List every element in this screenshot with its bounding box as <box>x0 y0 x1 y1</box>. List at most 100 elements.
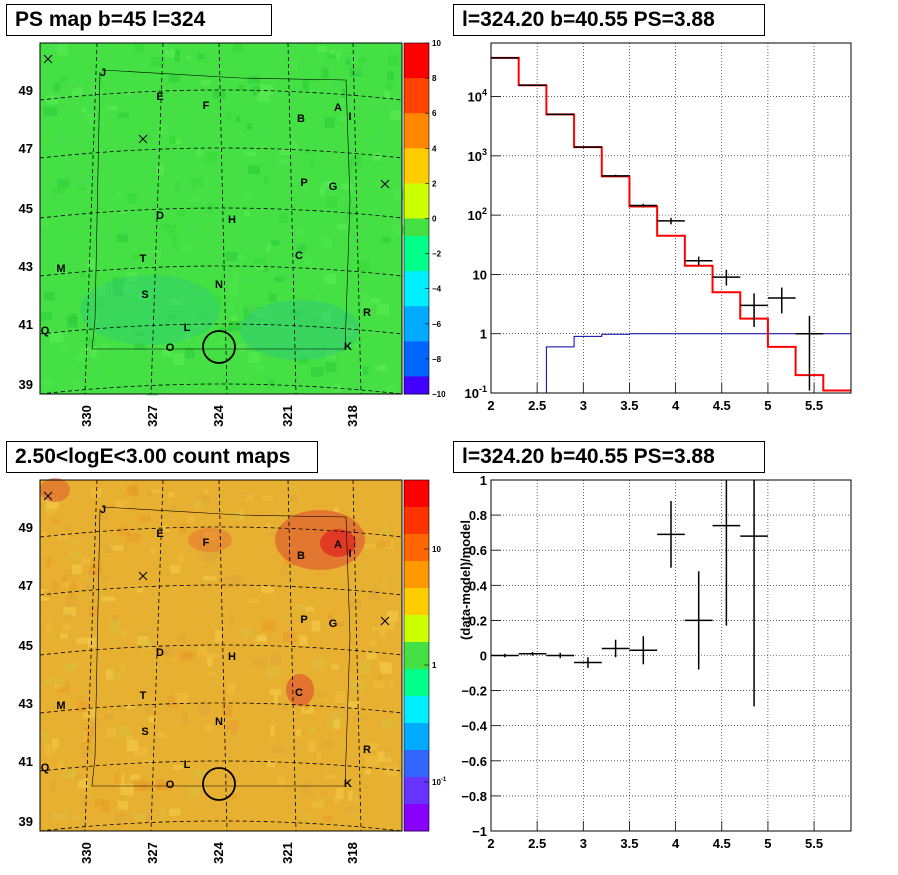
map-texture-cell <box>109 619 120 630</box>
source-label-C: C <box>295 250 303 262</box>
map-texture-cell <box>82 727 94 737</box>
map-texture-cell <box>125 704 135 709</box>
map-texture-cell <box>381 236 391 243</box>
map-texture-cell <box>91 345 97 358</box>
map-texture-cell <box>291 60 298 71</box>
map-texture-cell <box>382 525 390 538</box>
map-texture-cell <box>365 756 379 767</box>
map-texture-cell <box>123 226 135 238</box>
ps-colorbar-tick-label: 6 <box>432 109 437 118</box>
target-circle-marker <box>202 767 236 801</box>
lon-tick-label: 324 <box>211 841 226 863</box>
map-texture-cell <box>149 548 156 554</box>
map-texture-cell <box>263 264 268 272</box>
map-texture-cell <box>118 725 131 738</box>
map-texture-cell <box>81 107 87 113</box>
source-label-D: D <box>156 647 164 659</box>
map-texture-cell <box>175 153 185 163</box>
map-texture-cell <box>81 557 90 564</box>
map-texture-cell <box>257 92 270 102</box>
map-texture-cell <box>392 189 404 201</box>
map-texture-cell <box>334 507 339 513</box>
spectrum-y-tick-label: 10 <box>473 267 487 282</box>
ps-colorbar-segment <box>404 218 429 237</box>
map-texture-cell <box>46 622 52 631</box>
map-texture-cell <box>63 613 72 621</box>
map-texture-cell <box>104 714 113 720</box>
map-texture-cell <box>153 660 159 670</box>
map-texture-cell <box>354 64 362 73</box>
map-texture-cell <box>240 627 252 638</box>
map-texture-cell <box>272 747 286 753</box>
map-texture-cell <box>304 606 315 612</box>
map-texture-cell <box>235 254 245 261</box>
map-texture-cell <box>368 588 380 600</box>
map-texture-cell <box>357 58 368 63</box>
map-texture-cell <box>278 149 291 156</box>
longitude-grid-line <box>352 42 362 395</box>
map-texture-cell <box>64 260 77 266</box>
map-texture-cell <box>386 610 399 622</box>
map-texture-cell <box>250 241 261 251</box>
map-texture-cell <box>173 353 184 365</box>
map-texture-cell <box>351 233 363 244</box>
map-texture-cell <box>157 732 166 738</box>
map-texture-cell <box>292 241 302 248</box>
ps-colorbar-tick-label: −2 <box>432 250 442 259</box>
map-texture-cell <box>139 639 153 651</box>
map-texture-cell <box>325 362 337 373</box>
source-label-F: F <box>203 100 210 112</box>
map-texture-cell <box>203 552 216 563</box>
ps-colorbar-tick-label: −4 <box>432 285 442 294</box>
map-texture-cell <box>63 524 72 531</box>
map-texture-cell <box>42 732 50 742</box>
count-colorbar-segment <box>404 493 429 508</box>
map-texture-cell <box>76 701 88 713</box>
map-texture-cell <box>177 632 186 644</box>
map-texture-cell <box>50 780 57 792</box>
count-colorbar-segment <box>404 547 429 562</box>
map-texture-cell <box>233 43 243 53</box>
map-texture-cell <box>322 313 331 323</box>
map-texture-cell <box>176 139 182 145</box>
count-colorbar-segment <box>404 696 429 710</box>
map-texture-cell <box>136 585 143 593</box>
map-texture-cell <box>44 292 55 301</box>
map-texture-cell <box>170 564 181 574</box>
map-texture-cell <box>312 801 324 808</box>
ps-colorbar-tick-label: 2 <box>432 179 437 188</box>
map-texture-cell <box>385 105 395 111</box>
source-label-T: T <box>140 690 147 702</box>
map-texture-cell <box>203 489 209 495</box>
map-texture-cell <box>118 112 129 118</box>
lat-tick-label: 39 <box>19 814 33 829</box>
map-texture-cell <box>165 49 175 59</box>
source-label-A: A <box>334 102 342 114</box>
map-texture-cell <box>112 673 121 682</box>
map-texture-cell <box>372 153 381 161</box>
source-label-H: H <box>228 651 236 663</box>
map-texture-cell <box>50 43 64 52</box>
map-texture-cell <box>270 654 281 665</box>
map-texture-cell <box>88 567 103 576</box>
map-texture-cell <box>317 797 323 802</box>
map-texture-cell <box>184 182 195 194</box>
map-texture-cell <box>126 533 141 543</box>
map-texture-cell <box>46 95 58 104</box>
map-texture-cell <box>62 161 76 174</box>
map-texture-cell <box>191 178 204 188</box>
map-texture-cell <box>179 651 193 662</box>
map-texture-cell <box>257 635 267 641</box>
map-texture-cell <box>390 110 401 120</box>
lat-tick-label: 49 <box>19 83 33 98</box>
map-texture-cell <box>326 196 338 208</box>
map-texture-cell <box>177 553 184 563</box>
map-texture-cell <box>341 88 348 98</box>
source-label-I: I <box>348 548 351 560</box>
map-texture-cell <box>289 310 303 316</box>
map-texture-cell <box>290 485 298 492</box>
map-texture-cell <box>186 55 191 60</box>
lat-tick-label: 43 <box>19 696 33 711</box>
map-texture-cell <box>62 623 71 631</box>
spectrum-y-tick-label: 102 <box>468 206 487 223</box>
